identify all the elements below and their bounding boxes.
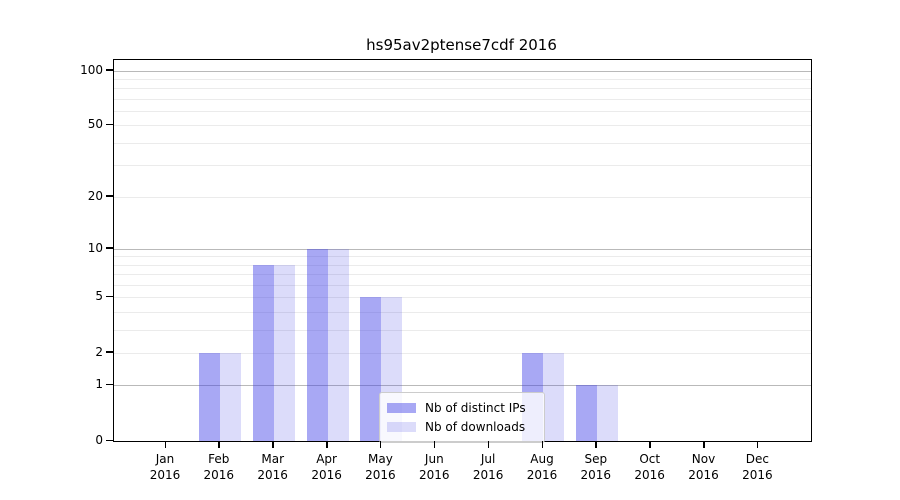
gridline-minor	[114, 98, 811, 100]
x-tick-label-year: 2016	[257, 468, 288, 482]
gridline-major	[114, 248, 811, 250]
x-tick-label-year: 2016	[472, 468, 504, 482]
gridline-minor	[114, 352, 811, 354]
legend-label-distinct-ips: Nb of distinct IPs	[425, 400, 526, 415]
bar-distinct-ips	[360, 297, 382, 441]
x-tick-label-year: 2016	[742, 468, 773, 482]
y-tick-label: 0	[95, 433, 103, 447]
y-tick-label: 50	[87, 117, 103, 132]
x-tick-label-year: 2016	[580, 468, 612, 482]
gridline-minor	[114, 264, 811, 266]
y-tick-label: 20	[87, 188, 103, 203]
legend-item-distinct-ips: Nb of distinct IPs	[387, 398, 536, 417]
gridline-minor	[114, 311, 811, 313]
x-tick-label-month: Sep	[584, 452, 608, 466]
gridline-minor	[114, 111, 811, 112]
bar-distinct-ips	[252, 264, 274, 441]
y-tick-mark	[106, 123, 113, 126]
x-tick-mark	[703, 441, 705, 448]
x-tick-label-year: 2016	[203, 468, 235, 482]
x-tick-mark	[433, 441, 436, 448]
x-tick-mark	[649, 441, 651, 448]
y-tick-mark	[106, 295, 113, 298]
x-tick-label-month: Dec	[745, 452, 769, 466]
x-tick-mark	[379, 441, 382, 448]
x-tick-mark	[164, 441, 166, 448]
y-tick-label: 2	[95, 344, 103, 359]
legend-item-downloads: Nb of downloads	[387, 417, 536, 436]
gridline-minor	[114, 142, 811, 144]
legend-label-downloads: Nb of downloads	[425, 419, 526, 434]
x-tick-mark	[487, 441, 490, 448]
gridline-minor	[114, 256, 811, 258]
y-tick-mark	[106, 439, 113, 441]
x-tick-label-month: Mar	[261, 452, 284, 466]
x-tick-label-month: Jan	[155, 452, 175, 466]
x-tick-mark	[756, 441, 759, 448]
x-tick-label-month: Jun	[424, 452, 444, 466]
y-tick-label: 1	[95, 377, 103, 392]
y-tick-mark	[106, 247, 113, 249]
bar-downloads	[219, 352, 241, 441]
gridline-minor	[114, 78, 811, 80]
x-tick-label-year: 2016	[634, 468, 665, 482]
x-tick-label-year: 2016	[688, 468, 719, 482]
y-tick-mark	[106, 383, 113, 386]
legend-swatch-distinct-ips	[387, 402, 416, 413]
bar-distinct-ips	[575, 385, 597, 441]
x-tick-label-year: 2016	[311, 468, 342, 482]
y-tick-label: 5	[95, 289, 103, 304]
x-tick-label-month: Aug	[530, 452, 554, 466]
x-tick-label-year: 2016	[365, 468, 396, 482]
bar-distinct-ips	[198, 352, 220, 441]
gridline-major	[114, 70, 811, 72]
y-tick-mark	[106, 69, 113, 71]
chart-title: hs95av2ptense7cdf 2016	[366, 36, 557, 54]
plot-area: Nb of distinct IPs Nb of downloads	[113, 59, 812, 443]
x-tick-mark	[326, 441, 328, 448]
x-tick-mark	[218, 441, 220, 448]
y-tick-mark	[106, 195, 113, 197]
y-tick-label: 100	[80, 62, 103, 77]
x-tick-label-month: Jul	[480, 452, 496, 466]
gridline-minor	[114, 274, 811, 276]
legend-swatch-downloads	[387, 421, 416, 432]
gridline-minor	[114, 125, 811, 127]
x-tick-label-month: Feb	[208, 452, 230, 466]
gridline-major	[114, 385, 811, 387]
x-tick-label-month: Nov	[691, 452, 716, 466]
y-tick-label: 10	[87, 240, 103, 255]
x-tick-label-year: 2016	[526, 468, 558, 482]
bar-distinct-ips	[306, 248, 328, 441]
x-tick-label-month: Apr	[316, 452, 337, 466]
bar-downloads	[273, 264, 295, 441]
gridline-minor	[114, 88, 811, 90]
x-tick-mark	[272, 441, 274, 448]
gridline-minor	[114, 284, 811, 286]
gridline-minor	[114, 329, 811, 331]
gridline-minor	[114, 297, 811, 299]
x-tick-label-year: 2016	[149, 468, 181, 482]
bar-downloads	[327, 248, 349, 441]
x-tick-label-year: 2016	[419, 468, 450, 482]
x-tick-label-month: Oct	[639, 452, 661, 466]
legend: Nb of distinct IPs Nb of downloads	[379, 392, 545, 443]
x-tick-label-month: May	[367, 452, 393, 466]
gridline-minor	[114, 196, 811, 198]
gridline-minor	[114, 165, 811, 167]
x-tick-mark	[595, 441, 597, 448]
bar-downloads	[542, 352, 564, 441]
bar-downloads	[596, 385, 618, 441]
x-tick-mark	[541, 441, 543, 448]
y-tick-mark	[106, 351, 113, 353]
